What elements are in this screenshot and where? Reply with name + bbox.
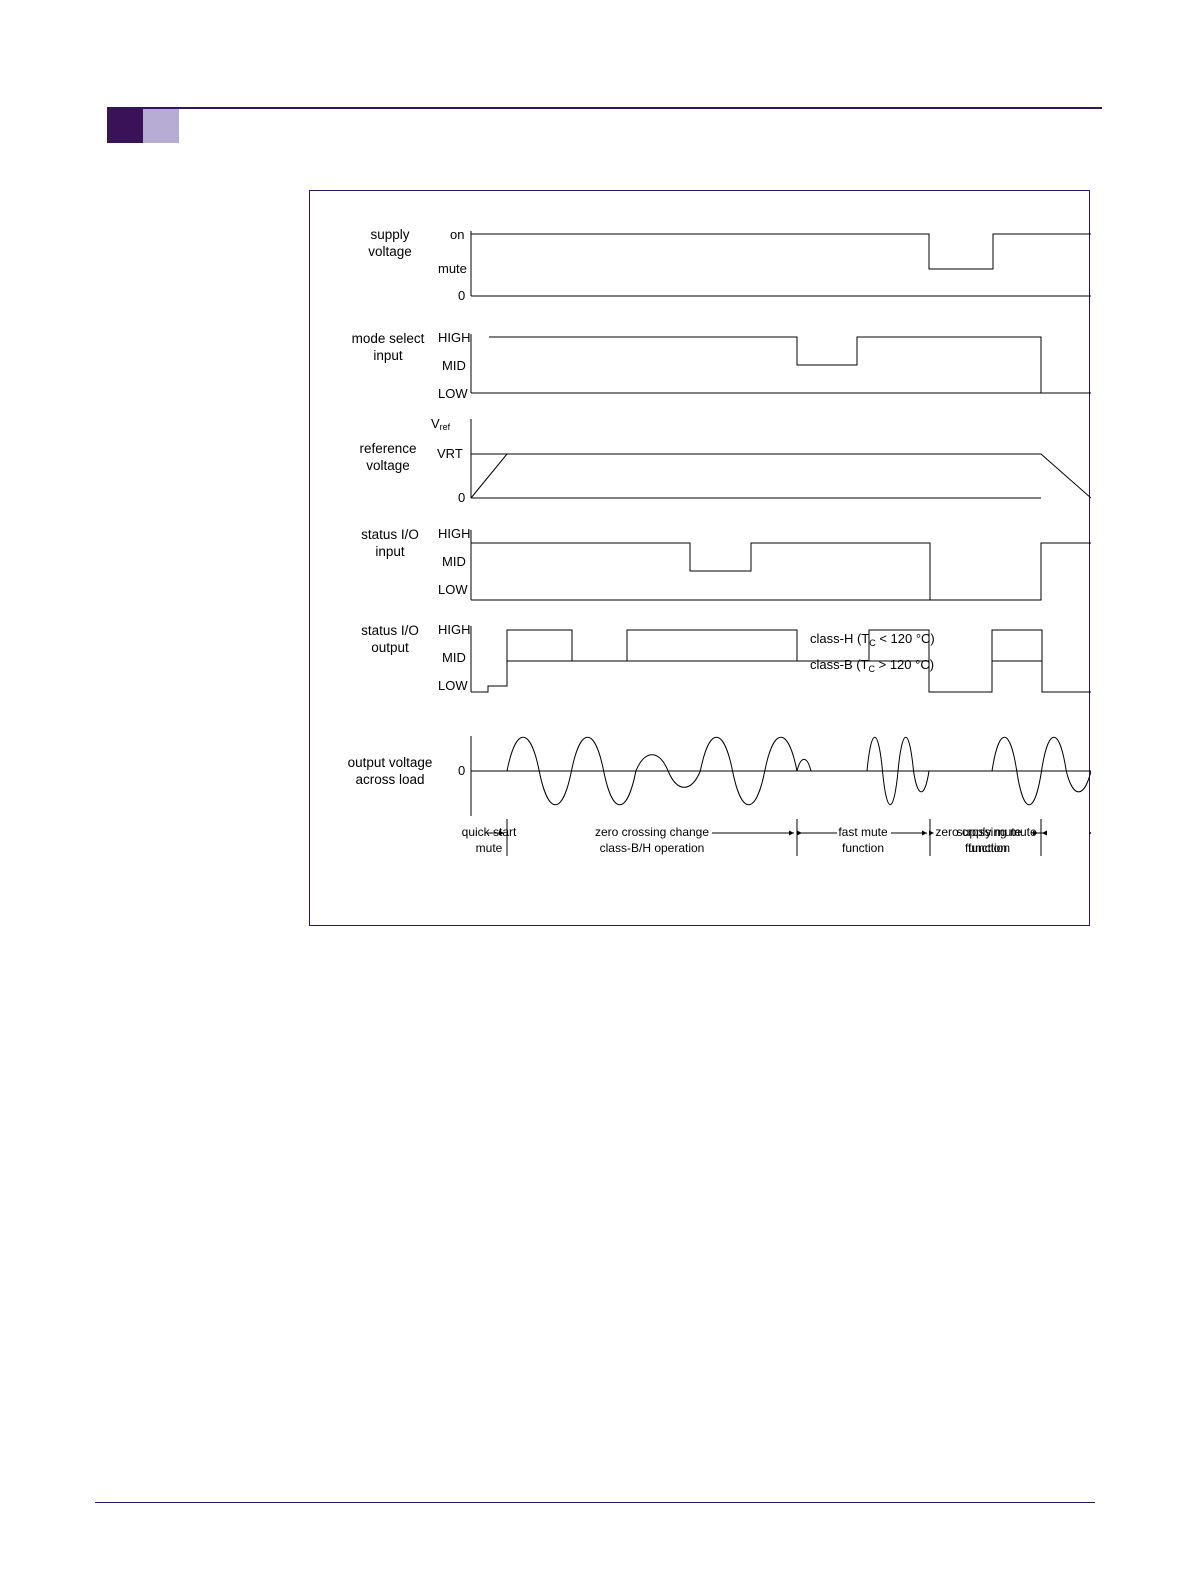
svg-text:class-B/H operation: class-B/H operation (600, 841, 705, 855)
svg-text:MID: MID (442, 358, 466, 373)
svg-text:function: function (842, 841, 884, 855)
svg-text:LOW: LOW (438, 386, 468, 401)
svg-text:Vref: Vref (431, 416, 451, 432)
svg-text:mute: mute (476, 841, 503, 855)
svg-text:MID: MID (442, 554, 466, 569)
svg-text:status I/O: status I/O (361, 623, 419, 638)
svg-text:output: output (371, 640, 409, 655)
svg-text:HIGH: HIGH (438, 526, 471, 541)
svg-text:LOW: LOW (438, 582, 468, 597)
svg-text:LOW: LOW (438, 678, 468, 693)
svg-text:supply: supply (370, 227, 409, 242)
svg-text:HIGH: HIGH (438, 330, 471, 345)
svg-text:function: function (968, 841, 1010, 855)
svg-text:voltage: voltage (368, 244, 412, 259)
svg-text:HIGH: HIGH (438, 622, 471, 637)
svg-text:across load: across load (355, 772, 424, 787)
svg-text:status I/O: status I/O (361, 527, 419, 542)
svg-text:input: input (373, 348, 403, 363)
svg-text:supply mute: supply mute (957, 825, 1022, 839)
svg-text:class-B (TC > 120 °C): class-B (TC > 120 °C) (810, 657, 934, 674)
svg-text:mute: mute (438, 261, 467, 276)
svg-text:reference: reference (359, 441, 416, 456)
svg-text:fast mute: fast mute (838, 825, 888, 839)
svg-text:output voltage: output voltage (348, 755, 433, 770)
svg-text:voltage: voltage (366, 458, 410, 473)
svg-text:0: 0 (458, 288, 465, 303)
svg-text:class-H (TC < 120 °C): class-H (TC < 120 °C) (810, 631, 935, 648)
svg-text:input: input (375, 544, 405, 559)
svg-text:MID: MID (442, 650, 466, 665)
svg-text:quick start: quick start (462, 825, 517, 839)
svg-text:on: on (450, 227, 464, 242)
svg-text:0: 0 (458, 490, 465, 505)
svg-text:mode select: mode select (352, 331, 425, 346)
svg-text:0: 0 (458, 763, 465, 778)
svg-text:zero crossing change: zero crossing change (595, 825, 709, 839)
svg-text:VRT: VRT (437, 446, 463, 461)
